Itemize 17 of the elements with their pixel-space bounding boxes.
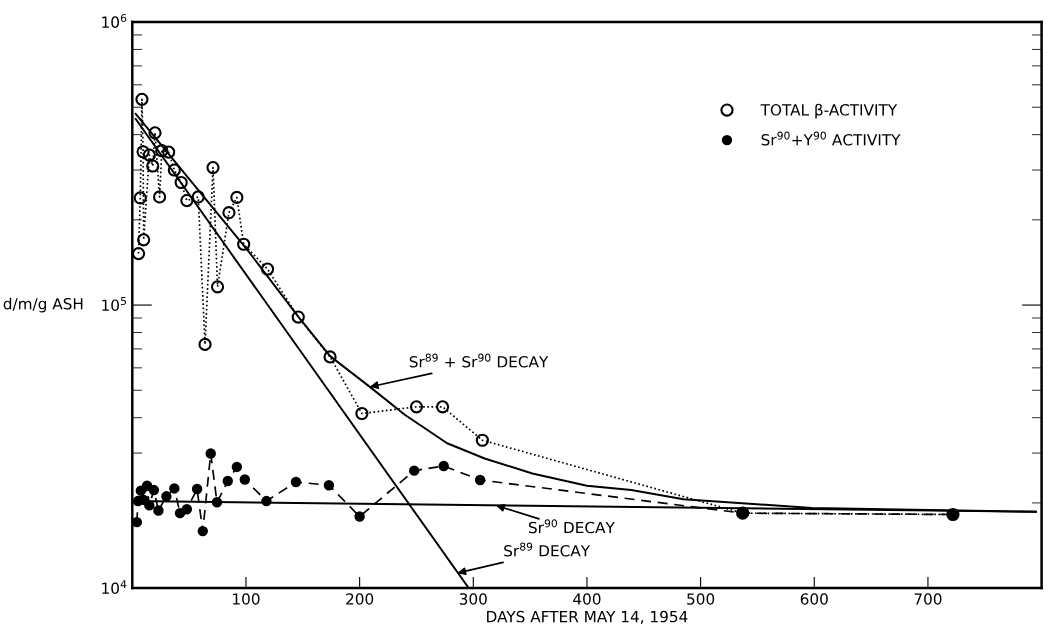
x-axis-title: DAYS AFTER MAY 14, 1954 xyxy=(487,610,688,624)
annotation: Sr$^{90}$ DECAY xyxy=(528,519,615,534)
x-tick-label: 100 xyxy=(233,593,260,605)
y-tick-label: 10$^{4}$ xyxy=(102,580,127,595)
legend-label: TOTAL β-ACTIVITY xyxy=(760,103,898,119)
x-tick-label: 200 xyxy=(346,593,374,605)
legend-label: Sr$^{90}$+Y$^{90}$ ACTIVITY xyxy=(761,131,901,146)
annotation: Sr$^{89}$ + Sr$^{90}$ DECAY xyxy=(409,353,549,368)
x-tick-label: 600 xyxy=(800,593,828,605)
y-axis-title: d/m/g ASH xyxy=(3,297,83,313)
x-tick-label: 700 xyxy=(914,593,942,605)
annotation: Sr$^{89}$ DECAY xyxy=(504,542,591,557)
x-tick-label: 500 xyxy=(687,593,715,605)
x-tick-label: 300 xyxy=(459,593,487,605)
y-tick-label: 10$^{6}$ xyxy=(102,13,127,28)
x-tick-label: 400 xyxy=(573,593,601,605)
y-tick-label: 10$^{5}$ xyxy=(102,297,127,311)
